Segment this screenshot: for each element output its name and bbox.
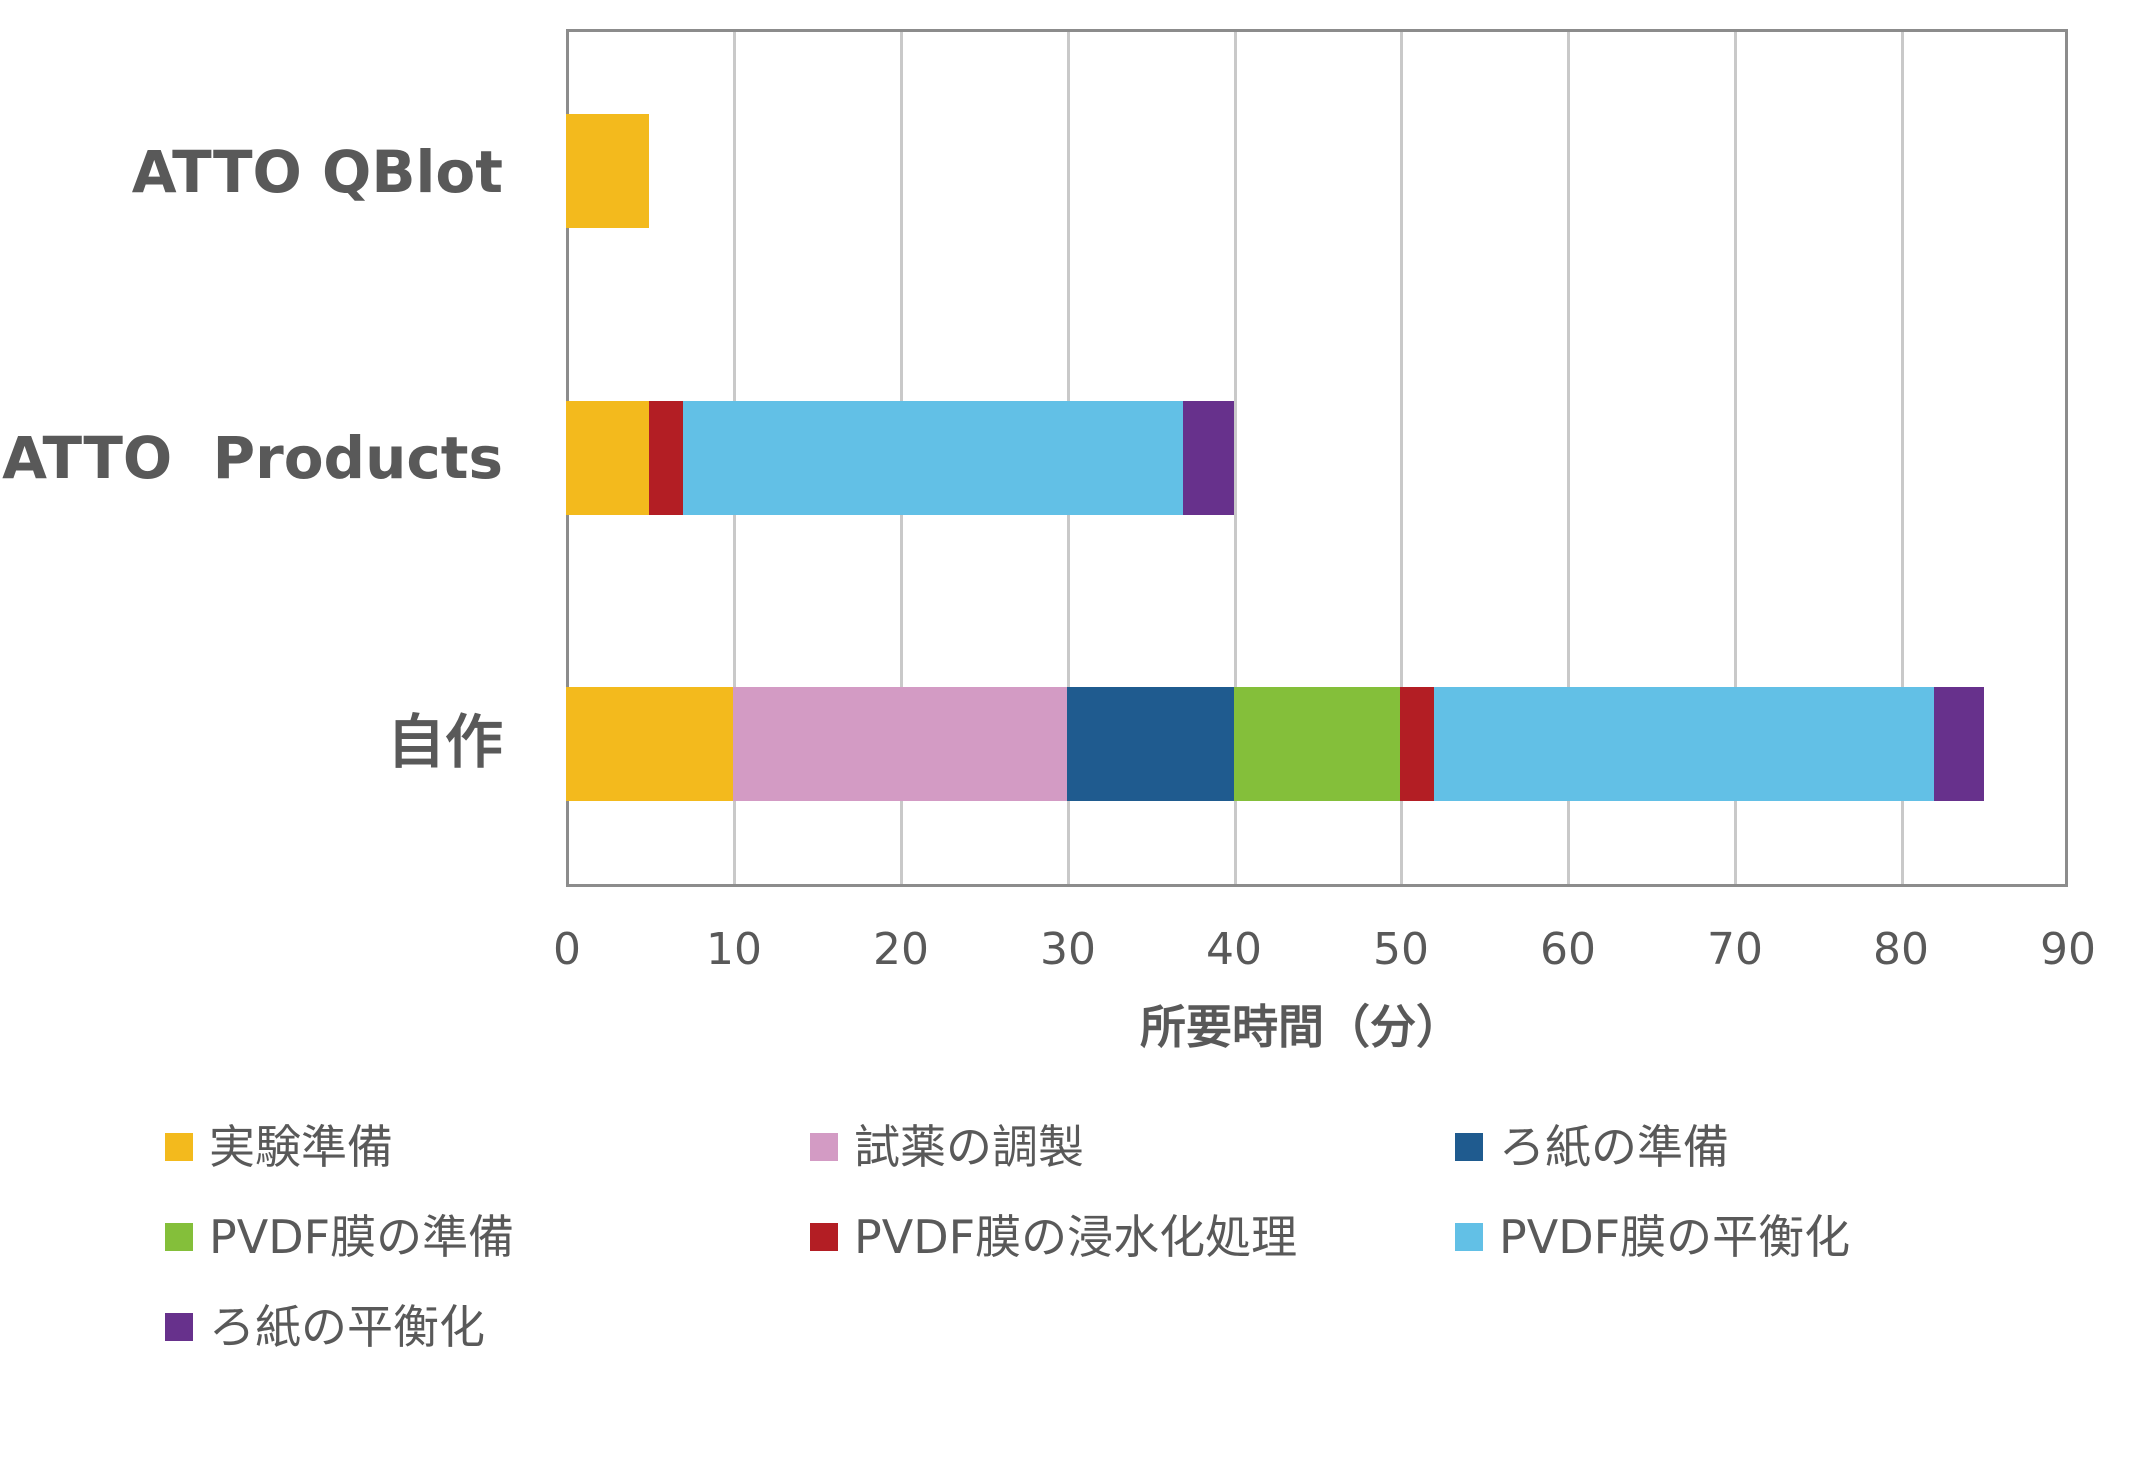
legend-item-filter-paper-prep: ろ紙の準備 (1455, 1122, 1729, 1172)
category-label-atto-qblot: ATTO QBlot (131, 138, 503, 206)
x-tick-0: 0 (553, 924, 581, 975)
legend-label: PVDF膜の浸水化処理 (854, 1210, 1298, 1264)
x-axis-title: 所要時間（分） (1140, 1000, 1462, 1054)
bar-segment (1433, 687, 1935, 801)
legend-swatch-icon (1455, 1223, 1483, 1251)
legend-item-pvdf-equilibration: PVDF膜の平衡化 (1455, 1212, 1850, 1262)
bar-segment (732, 687, 1067, 801)
legend-label: 試薬の調製 (854, 1120, 1084, 1174)
legend-item-reagent-prep: 試薬の調製 (810, 1122, 1084, 1172)
legend-label: PVDF膜の準備 (209, 1210, 515, 1264)
bar-segment (649, 401, 683, 515)
legend-label: ろ紙の平衡化 (209, 1300, 485, 1354)
x-tick-40: 40 (1206, 924, 1262, 975)
x-tick-50: 50 (1373, 924, 1429, 975)
x-tick-90: 90 (2040, 924, 2096, 975)
x-tick-60: 60 (1540, 924, 1596, 975)
x-tick-80: 80 (1873, 924, 1929, 975)
legend-item-pvdf-wetting: PVDF膜の浸水化処理 (810, 1212, 1297, 1262)
legend-swatch-icon (810, 1223, 838, 1251)
bar-atto-products (566, 401, 1234, 515)
plot-area (566, 29, 2068, 887)
x-tick-70: 70 (1707, 924, 1763, 975)
legend-label: PVDF膜の平衡化 (1499, 1210, 1851, 1264)
legend-swatch-icon (1455, 1133, 1483, 1161)
bar-segment (682, 401, 1184, 515)
bar-segment (566, 401, 650, 515)
legend-label: ろ紙の準備 (1499, 1120, 1729, 1174)
gridline-60 (1567, 32, 1570, 884)
bar-segment (1934, 687, 1985, 801)
x-tick-10: 10 (706, 924, 762, 975)
x-tick-30: 30 (1040, 924, 1096, 975)
legend-item-filter-paper-equilibration: ろ紙の平衡化 (165, 1302, 485, 1352)
gridline-80 (1901, 32, 1904, 884)
x-tick-20: 20 (873, 924, 929, 975)
category-label-atto-products: ATTO Products (2, 424, 503, 492)
legend-item-pvdf-prep: PVDF膜の準備 (165, 1212, 514, 1262)
gridline-70 (1734, 32, 1737, 884)
bar-segment (1233, 687, 1401, 801)
legend-swatch-icon (165, 1223, 193, 1251)
legend-swatch-icon (165, 1313, 193, 1341)
gridline-40 (1234, 32, 1237, 884)
bar-segment (1066, 687, 1234, 801)
bar-segment (566, 114, 650, 228)
legend-swatch-icon (165, 1133, 193, 1161)
legend-swatch-icon (810, 1133, 838, 1161)
bar-segment (566, 687, 733, 801)
legend-label: 実験準備 (209, 1120, 393, 1174)
gridline-50 (1400, 32, 1403, 884)
category-label-self-made: 自作 (386, 708, 503, 776)
bar-segment (1183, 401, 1234, 515)
legend-item-experiment-prep: 実験準備 (165, 1122, 393, 1172)
bar-atto-qblot (566, 114, 650, 228)
bar-self-made (566, 687, 1985, 801)
bar-segment (1400, 687, 1434, 801)
